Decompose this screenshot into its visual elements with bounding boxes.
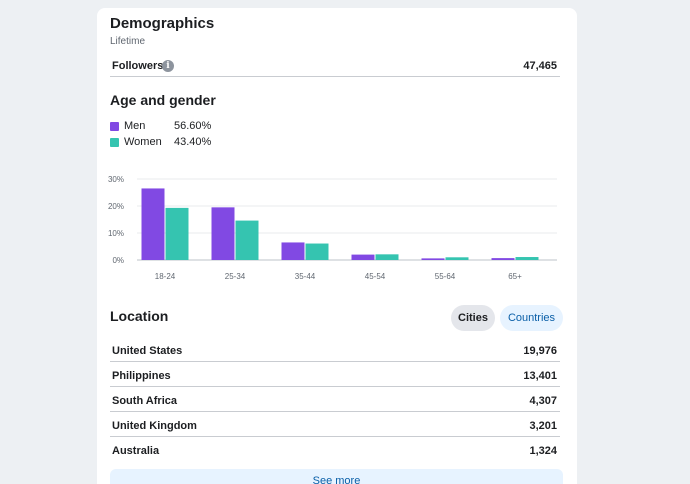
y-tick-label: 10% — [108, 229, 124, 238]
bar-women — [445, 257, 469, 260]
location-name: United Kingdom — [112, 420, 197, 432]
y-tick-label: 30% — [108, 175, 124, 184]
bar-men — [351, 254, 375, 260]
location-row: South Africa 4,307 — [110, 390, 560, 412]
time-range-label: Lifetime — [110, 36, 146, 47]
location-name: South Africa — [112, 395, 177, 407]
legend-label: Women — [124, 136, 162, 148]
location-count: 19,976 — [523, 345, 557, 357]
location-row: Philippines 13,401 — [110, 365, 560, 387]
countries-toggle-button[interactable]: Countries — [500, 305, 563, 331]
see-more-button[interactable]: See more — [110, 469, 563, 484]
bar-men — [491, 258, 515, 260]
x-tick-label: 65+ — [508, 272, 522, 281]
x-tick-label: 25-34 — [225, 272, 246, 281]
bar-men — [141, 188, 165, 260]
bar-men — [421, 258, 445, 260]
age-gender-heading: Age and gender — [110, 92, 216, 108]
location-name: Australia — [112, 445, 160, 457]
location-count: 3,201 — [529, 420, 557, 432]
x-tick-label: 35-44 — [295, 272, 316, 281]
followers-value: 47,465 — [523, 60, 557, 72]
bar-women — [305, 243, 329, 260]
location-name: Philippines — [112, 370, 171, 382]
legend-swatch-women — [110, 138, 119, 147]
bar-women — [235, 220, 259, 260]
location-row: Australia 1,324 — [110, 440, 560, 462]
location-row: United States 19,976 — [110, 340, 560, 362]
location-name: United States — [112, 345, 183, 357]
bar-women — [375, 254, 399, 260]
bar-women — [515, 257, 539, 260]
location-count: 4,307 — [529, 395, 557, 407]
info-icon[interactable]: i — [162, 60, 174, 72]
location-heading: Location — [110, 308, 169, 324]
legend-swatch-men — [110, 122, 119, 131]
y-tick-label: 20% — [108, 202, 124, 211]
location-row: United Kingdom 3,201 — [110, 415, 560, 437]
demographics-card: Demographics Lifetime Followers i 47,465… — [97, 8, 577, 484]
legend-percent: 43.40% — [174, 136, 212, 148]
location-count: 13,401 — [523, 370, 557, 382]
y-tick-label: 0% — [112, 256, 124, 265]
x-tick-label: 18-24 — [155, 272, 176, 281]
location-count: 1,324 — [529, 445, 557, 457]
followers-row: Followers i 47,465 — [110, 58, 560, 77]
legend-label: Men — [124, 120, 146, 132]
followers-label: Followers — [112, 60, 164, 72]
page-title: Demographics — [110, 15, 215, 32]
bar-men — [211, 207, 235, 260]
bar-women — [165, 207, 189, 260]
cities-toggle-button[interactable]: Cities — [451, 305, 495, 331]
bar-men — [281, 242, 305, 260]
x-tick-label: 45-54 — [365, 272, 386, 281]
legend-percent: 56.60% — [174, 120, 212, 132]
x-tick-label: 55-64 — [435, 272, 456, 281]
age-gender-bar-chart: 0% 10% 20% 30% 18-24 25-34 35-44 45-54 55-64 65+ — [108, 175, 557, 281]
